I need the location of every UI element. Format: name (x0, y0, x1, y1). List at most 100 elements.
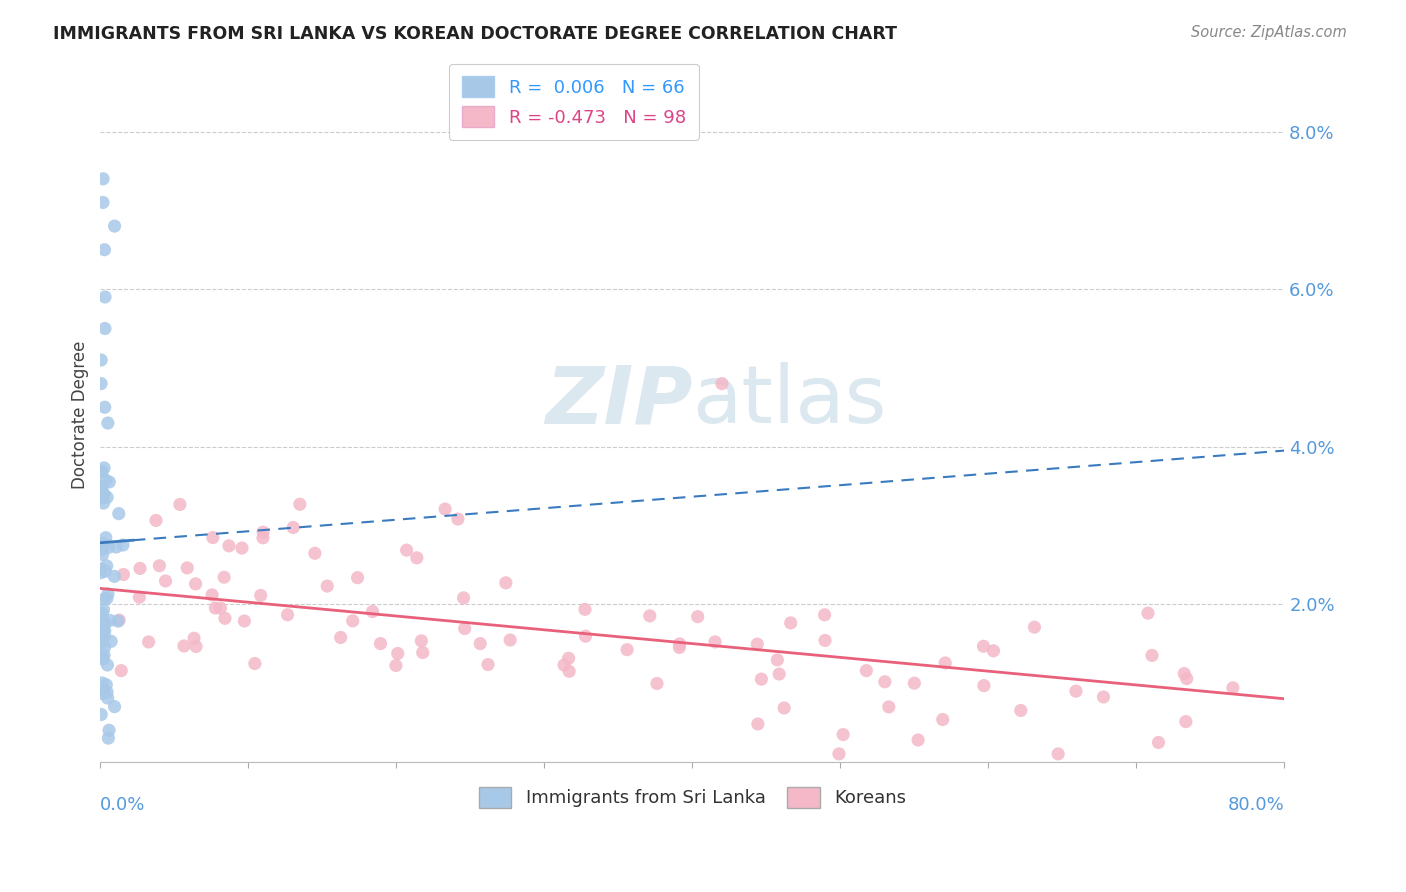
Point (96, 591, 118, 606)
Point (932, 713, 955, 727)
Point (361, 605, 384, 619)
Point (814, 633, 837, 648)
Point (91, 465, 114, 479)
Point (453, 591, 475, 605)
Point (813, 607, 835, 622)
Point (96, 491, 118, 505)
Point (231, 541, 253, 555)
Point (557, 651, 579, 665)
Point (155, 574, 177, 588)
Point (828, 747, 851, 761)
Point (209, 601, 232, 615)
Point (779, 615, 801, 630)
Point (495, 575, 517, 590)
Point (97, 691, 120, 706)
Text: 0.0%: 0.0% (100, 797, 146, 814)
Point (277, 607, 299, 622)
Point (94, 473, 117, 487)
Point (100, 634, 122, 648)
Point (832, 727, 855, 741)
Point (1064, 684, 1087, 698)
Point (212, 570, 235, 584)
Point (98, 723, 121, 738)
Point (201, 588, 224, 602)
Point (877, 699, 900, 714)
Point (218, 539, 240, 553)
Point (1140, 648, 1163, 663)
Point (91, 652, 114, 666)
Point (553, 657, 575, 672)
Point (411, 633, 433, 648)
Point (90, 635, 112, 649)
Point (395, 543, 418, 558)
Point (214, 611, 236, 625)
Point (90, 491, 112, 505)
Point (176, 561, 198, 575)
Point (98, 475, 121, 489)
Point (704, 635, 727, 649)
Point (283, 520, 305, 534)
Point (90, 479, 112, 493)
Point (747, 637, 769, 651)
Point (710, 376, 733, 391)
Point (184, 577, 207, 591)
Point (96, 685, 118, 699)
Point (111, 538, 134, 552)
Point (252, 531, 274, 545)
Point (1174, 714, 1197, 729)
Point (91, 651, 114, 665)
Point (370, 637, 392, 651)
Point (773, 701, 796, 715)
Point (138, 635, 160, 649)
Point (91, 171, 114, 186)
Point (93, 603, 115, 617)
Point (105, 540, 128, 554)
Point (252, 525, 274, 540)
Point (434, 502, 457, 516)
Point (94, 321, 117, 335)
Point (972, 640, 994, 654)
Point (405, 550, 427, 565)
Point (201, 531, 224, 545)
Point (412, 646, 434, 660)
Point (93, 487, 115, 501)
Point (342, 614, 364, 628)
Point (94, 565, 117, 579)
Point (855, 664, 877, 678)
Point (91, 195, 114, 210)
Point (169, 498, 191, 512)
Point (766, 653, 789, 667)
Point (91, 536, 114, 550)
Point (686, 609, 709, 624)
Point (128, 590, 150, 604)
Point (470, 637, 492, 651)
Point (90, 707, 112, 722)
Point (454, 622, 477, 636)
Point (103, 569, 125, 583)
Point (90, 376, 112, 391)
Point (91, 607, 114, 621)
Point (93, 401, 115, 415)
Point (983, 644, 1005, 658)
Point (93, 623, 115, 637)
Point (1024, 620, 1046, 634)
Point (934, 656, 956, 670)
Point (97, 416, 120, 430)
Point (645, 676, 668, 690)
Point (90, 562, 112, 576)
Point (90, 566, 112, 580)
Point (107, 507, 129, 521)
Point (94, 531, 117, 545)
Point (93, 592, 115, 607)
Text: Source: ZipAtlas.com: Source: ZipAtlas.com (1191, 25, 1347, 40)
Point (768, 667, 790, 681)
Point (903, 676, 925, 690)
Point (93, 615, 115, 629)
Point (96, 678, 118, 692)
Text: IMMIGRANTS FROM SRI LANKA VS KOREAN DOCTORATE DEGREE CORRELATION CHART: IMMIGRANTS FROM SRI LANKA VS KOREAN DOCT… (53, 25, 897, 43)
Point (93, 630, 115, 644)
Point (108, 613, 131, 627)
Point (243, 657, 266, 671)
Point (385, 658, 408, 673)
Point (93, 496, 115, 510)
